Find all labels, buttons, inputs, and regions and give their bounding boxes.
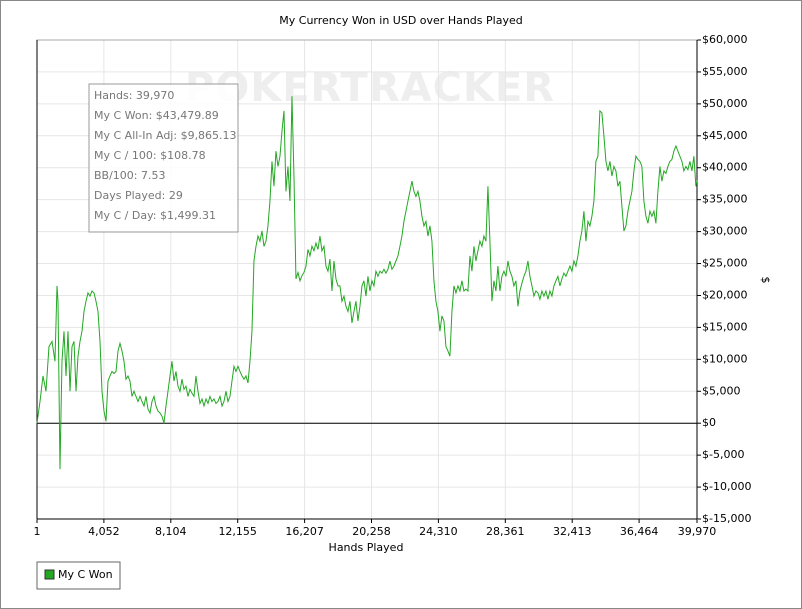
y-tick-label: $10,000 xyxy=(702,352,748,365)
y-tick-label: $5,000 xyxy=(702,384,741,397)
x-tick-label: 39,970 xyxy=(678,525,717,538)
y-tick-label: $-10,000 xyxy=(702,480,751,493)
tooltip-line: My C Won: $43,479.89 xyxy=(94,109,219,122)
x-tick-label: 8,104 xyxy=(155,525,187,538)
tooltip-box xyxy=(88,83,239,233)
x-tick-label: 4,052 xyxy=(88,525,120,538)
x-tick-label: 36,464 xyxy=(620,525,659,538)
y-tick-label: $40,000 xyxy=(702,161,748,174)
y-tick-label: $45,000 xyxy=(702,129,748,142)
y-axis-label: $ xyxy=(759,277,772,284)
y-tick-label: $60,000 xyxy=(702,33,748,46)
x-tick-label: 12,155 xyxy=(218,525,257,538)
tooltip-line: Hands: 39,970 xyxy=(94,89,174,102)
y-tick-label: $15,000 xyxy=(702,320,748,333)
y-tick-label: $50,000 xyxy=(702,97,748,110)
tooltip-line: My C / 100: $108.78 xyxy=(94,149,206,162)
y-tick-label: $20,000 xyxy=(702,288,748,301)
series-line xyxy=(36,96,698,470)
y-tick-label: $-5,000 xyxy=(702,448,744,461)
tooltip-line: BB/100: 7.53 xyxy=(94,169,166,182)
x-axis-label: Hands Played xyxy=(329,541,404,554)
y-tick-label: $35,000 xyxy=(702,193,748,206)
y-tick-label: $25,000 xyxy=(702,257,748,270)
x-tick-label: 32,413 xyxy=(553,525,592,538)
y-tick-label: $0 xyxy=(702,416,716,429)
legend-swatch xyxy=(44,569,55,580)
x-tick-label: 24,310 xyxy=(419,525,458,538)
chart-title: My Currency Won in USD over Hands Played xyxy=(279,14,522,27)
tooltip-line: My C All-In Adj: $9,865.13 xyxy=(94,129,237,142)
watermark: POKERTRACKER xyxy=(185,65,555,111)
y-tick-label: $30,000 xyxy=(702,225,748,238)
y-tick-label: $-15,000 xyxy=(702,512,751,525)
x-tick-label: 1 xyxy=(34,525,41,538)
x-tick-label: 20,258 xyxy=(352,525,391,538)
y-tick-label: $55,000 xyxy=(702,65,748,78)
tooltip-line: Days Played: 29 xyxy=(94,189,183,202)
x-tick-label: 28,361 xyxy=(486,525,525,538)
x-tick-label: 16,207 xyxy=(285,525,324,538)
tooltip: Hands: 39,970 My C Won: $43,479.89 My C Al… xyxy=(88,83,239,233)
legend-label: My C Won xyxy=(58,568,113,581)
tooltip-line: My C / Day: $1,499.31 xyxy=(94,209,216,222)
